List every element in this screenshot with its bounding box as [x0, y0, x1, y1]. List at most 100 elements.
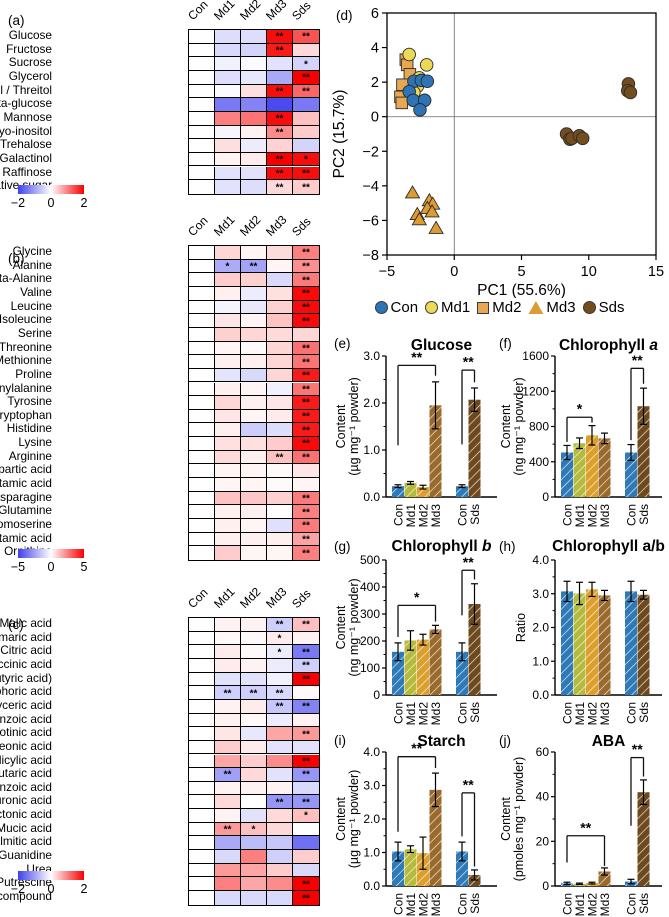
heatmap-cell — [241, 423, 267, 438]
heatmap-cell: ** — [293, 491, 319, 506]
heatmap-row-label: Glutamic acid — [0, 476, 52, 491]
heatmap-cell: ** — [293, 618, 319, 632]
heatmap-cell — [189, 70, 215, 85]
x-axis-title: PC1 (55.6%) — [477, 282, 566, 298]
heatmap-cell — [189, 505, 215, 519]
heatmap-cell — [215, 727, 241, 741]
heatmap-column-header: Sds — [289, 0, 314, 24]
significance-star: ** — [223, 770, 232, 782]
heatmap-cell — [189, 98, 215, 112]
significance-star: ** — [302, 357, 310, 369]
significance-star: * — [251, 824, 256, 836]
heatmap-cell — [189, 139, 215, 153]
legend-item-md3: Md3 — [528, 299, 576, 316]
heatmap-column-header: Con — [185, 585, 211, 611]
significance-star: ** — [249, 261, 258, 273]
significance-star: ** — [302, 493, 310, 505]
heatmap-cell — [215, 409, 241, 424]
heatmap-cell — [215, 423, 241, 438]
heatmap-cell — [189, 423, 215, 438]
x-category-label: Con — [456, 702, 470, 724]
y-tick-label: −8 — [362, 248, 379, 264]
heatmap-cell — [215, 891, 241, 905]
legend-item-sds: Sds — [582, 299, 624, 316]
heatmap-cell — [215, 314, 241, 328]
heatmap-row-label: Glycine — [12, 244, 52, 258]
heatmap-cell — [267, 314, 293, 328]
significance-star: ** — [275, 168, 284, 180]
significance-star: ** — [302, 548, 310, 560]
y-tick-label: 3.0 — [532, 587, 549, 601]
heatmap-cell — [215, 355, 241, 369]
heatmap-cell — [267, 437, 293, 451]
heatmap-row-label: Mucic acid — [0, 820, 52, 835]
legend-label-md2: Md2 — [492, 299, 522, 316]
heatmap-cell — [293, 850, 319, 864]
significance-star: * — [304, 154, 308, 166]
panel-h-chlorophyll-ab-chart: (h) Chlorophyll a/b Ratio 0.0 1.0 2.0 3.0 4.0 Co… — [495, 537, 669, 736]
heatmap-row-label: Valine — [20, 284, 52, 299]
heatmap-cell — [189, 57, 215, 71]
heatmap-cell — [189, 809, 215, 823]
x-category-label: Con — [392, 893, 406, 915]
heatmap-column-header: Md3 — [263, 584, 290, 611]
heatmap-cell — [189, 631, 215, 646]
heatmap-cell — [293, 98, 319, 112]
x-category-label: Con — [456, 504, 470, 526]
heatmap-cell — [215, 464, 241, 479]
x-category-label: Md1 — [573, 504, 587, 528]
bar-chart-e: (e) Glucose Content (µg mg⁻¹ powder)0.0 1.0 2… — [334, 336, 497, 528]
significance-star: ** — [302, 879, 310, 891]
heatmap-row-label: Phenylalanine — [0, 380, 52, 395]
heatmap-cell — [241, 491, 267, 506]
y-tick-label: 0 — [371, 110, 379, 126]
panel-letter: (j) — [499, 733, 511, 748]
heatmap-cell: ** — [293, 30, 319, 44]
heatmap-cell — [293, 125, 319, 140]
significance-star: ** — [302, 302, 310, 314]
y-axis-title-line1: Content — [334, 404, 348, 448]
heatmap-cell — [215, 98, 241, 112]
heatmap-cell — [293, 836, 319, 851]
significance-star: ** — [302, 647, 310, 659]
heatmap-cell — [241, 84, 267, 99]
y-tick-label: −2 — [362, 144, 379, 160]
heatmap-cell: ** — [293, 505, 319, 519]
heatmap-cell — [189, 491, 215, 506]
heatmap-cell — [215, 491, 241, 506]
heatmap-cell: ** — [293, 546, 319, 560]
bar-hatch-overlay — [625, 591, 637, 695]
sig-bracket-label: ** — [411, 740, 422, 756]
legend-item-md1: Md1 — [425, 299, 470, 316]
heatmap-cell — [189, 686, 215, 700]
x-category-label: Md3 — [429, 504, 443, 528]
bar-hatch-overlay — [404, 482, 417, 497]
heatmap-cell — [267, 98, 293, 112]
heatmap-cell — [267, 532, 293, 547]
y-tick-label: 0.0 — [363, 879, 380, 893]
y-axis-title: Ratio — [514, 613, 528, 642]
heatmap-cell — [267, 327, 293, 342]
pca-plot: −5 0 5 10 15 −8 −6 −4 −2 0 2 4 6 PC1 (55.6%) PC2 (15.7… — [331, 6, 664, 299]
significance-star: ** — [275, 797, 284, 809]
sig-bracket-label: * — [577, 401, 583, 417]
sig-bracket-label: ** — [463, 776, 474, 792]
panel-b-label: (b) — [8, 251, 25, 266]
heatmap-cell: ** — [267, 795, 293, 810]
panel-letter: (e) — [334, 336, 351, 351]
heatmap-cell — [267, 891, 293, 905]
heatmap-cell — [293, 327, 319, 342]
y-tick-label: 1200 — [522, 384, 549, 398]
heatmap-cell: ** — [293, 699, 319, 714]
heatmap-cell — [293, 740, 319, 755]
heatmap-cell — [241, 631, 267, 646]
x-category-label: Md1 — [573, 702, 587, 726]
bar-hatch-overlay — [417, 639, 429, 695]
significance-star: ** — [302, 439, 310, 451]
heatmap-row-label: Phosphoric acid — [0, 684, 52, 699]
x-category-label: Sds — [468, 893, 482, 914]
heatmap-cell — [189, 43, 215, 58]
heatmap-cell — [189, 727, 215, 741]
heatmap-column-header: Sds — [289, 586, 314, 611]
y-tick-label: 0 — [542, 879, 549, 893]
